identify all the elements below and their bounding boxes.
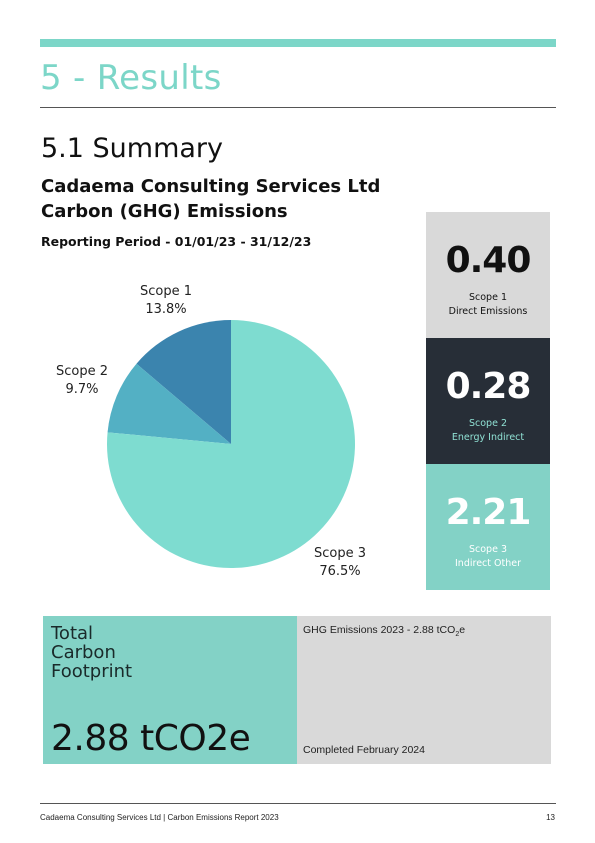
company-name: Cadaema Consulting Services Ltd bbox=[41, 176, 381, 197]
pie-label-scope-3: Scope 3 76.5% bbox=[300, 545, 380, 581]
total-label-line: Footprint bbox=[51, 661, 133, 682]
pie-label-scope-2: Scope 2 9.7% bbox=[40, 363, 124, 399]
scope-3-description: Indirect Other bbox=[455, 558, 521, 569]
title-divider bbox=[40, 107, 556, 108]
total-footprint-label: Total Carbon Footprint bbox=[51, 624, 132, 681]
scope-3-value: 2.21 bbox=[445, 492, 532, 533]
page-number: 13 bbox=[546, 813, 555, 822]
footer-text: Cadaema Consulting Services Ltd | Carbon… bbox=[40, 813, 279, 822]
scope-1-value: 0.40 bbox=[445, 240, 532, 281]
pie-category-label: Scope 3 bbox=[313, 546, 366, 561]
total-label-line: Carbon bbox=[51, 642, 116, 663]
ghg-summary-suffix: e bbox=[459, 624, 466, 636]
subsection-title: 5.1 Summary bbox=[41, 133, 223, 164]
pie-value-label: 9.7% bbox=[65, 382, 99, 397]
scope-3-stat-box: 2.21 Scope 3 Indirect Other bbox=[426, 464, 550, 590]
top-accent-bar bbox=[40, 39, 556, 47]
co2-subscript: 2 bbox=[455, 631, 460, 639]
reporting-period: Reporting Period - 01/01/23 - 31/12/23 bbox=[41, 234, 312, 249]
report-subject: Carbon (GHG) Emissions bbox=[41, 201, 288, 222]
scope-1-description: Direct Emissions bbox=[448, 306, 528, 317]
pie-category-label: Scope 2 bbox=[55, 364, 108, 379]
pie-value-label: 13.8% bbox=[145, 302, 187, 317]
company-heading: Cadaema Consulting Services Ltd Carbon (… bbox=[41, 174, 380, 224]
pie-label-scope-1: Scope 1 13.8% bbox=[120, 283, 212, 319]
pie-category-label: Scope 1 bbox=[139, 284, 192, 299]
scope-2-value: 0.28 bbox=[445, 366, 532, 407]
scope-1-label: Scope 1 bbox=[468, 292, 507, 303]
footer-divider bbox=[40, 803, 556, 804]
pie-slice-scope-2 bbox=[107, 363, 231, 444]
scope-3-label: Scope 3 bbox=[468, 544, 507, 555]
pie-value-label: 76.5% bbox=[319, 564, 361, 579]
total-footprint-box: Total Carbon Footprint 2.88 tCO2e bbox=[43, 616, 297, 764]
ghg-summary-text: GHG Emissions 2023 - 2.88 tCO bbox=[303, 624, 456, 636]
completion-date: Completed February 2024 bbox=[303, 744, 425, 756]
emissions-info-box: GHG Emissions 2023 - 2.88 tCO2e Complete… bbox=[297, 616, 551, 764]
scope-2-label: Scope 2 bbox=[468, 418, 507, 429]
scope-1-stat-box: 0.40 Scope 1 Direct Emissions bbox=[426, 212, 550, 338]
pie-slice-scope-1 bbox=[136, 320, 231, 444]
section-title: 5 - Results bbox=[40, 58, 222, 98]
pie-slice-scope-3 bbox=[107, 320, 355, 568]
scope-2-stat-box: 0.28 Scope 2 Energy Indirect bbox=[426, 338, 550, 464]
scope-2-description: Energy Indirect bbox=[451, 432, 525, 443]
total-footprint-value: 2.88 tCO2e bbox=[51, 718, 251, 759]
ghg-emissions-summary: GHG Emissions 2023 - 2.88 tCO2e bbox=[303, 624, 465, 638]
total-label-line: Total bbox=[51, 623, 94, 644]
